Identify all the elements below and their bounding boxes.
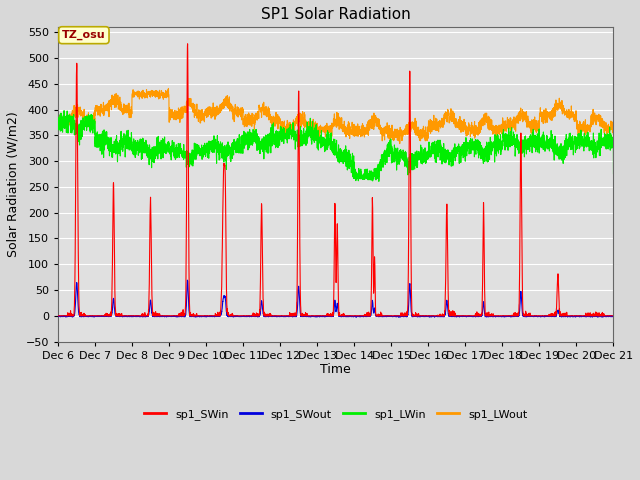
Y-axis label: Solar Radiation (W/m2): Solar Radiation (W/m2) [7, 111, 20, 257]
Legend: sp1_SWin, sp1_SWout, sp1_LWin, sp1_LWout: sp1_SWin, sp1_SWout, sp1_LWin, sp1_LWout [140, 404, 532, 424]
Text: TZ_osu: TZ_osu [62, 30, 106, 40]
X-axis label: Time: Time [321, 363, 351, 376]
Title: SP1 Solar Radiation: SP1 Solar Radiation [261, 7, 411, 22]
